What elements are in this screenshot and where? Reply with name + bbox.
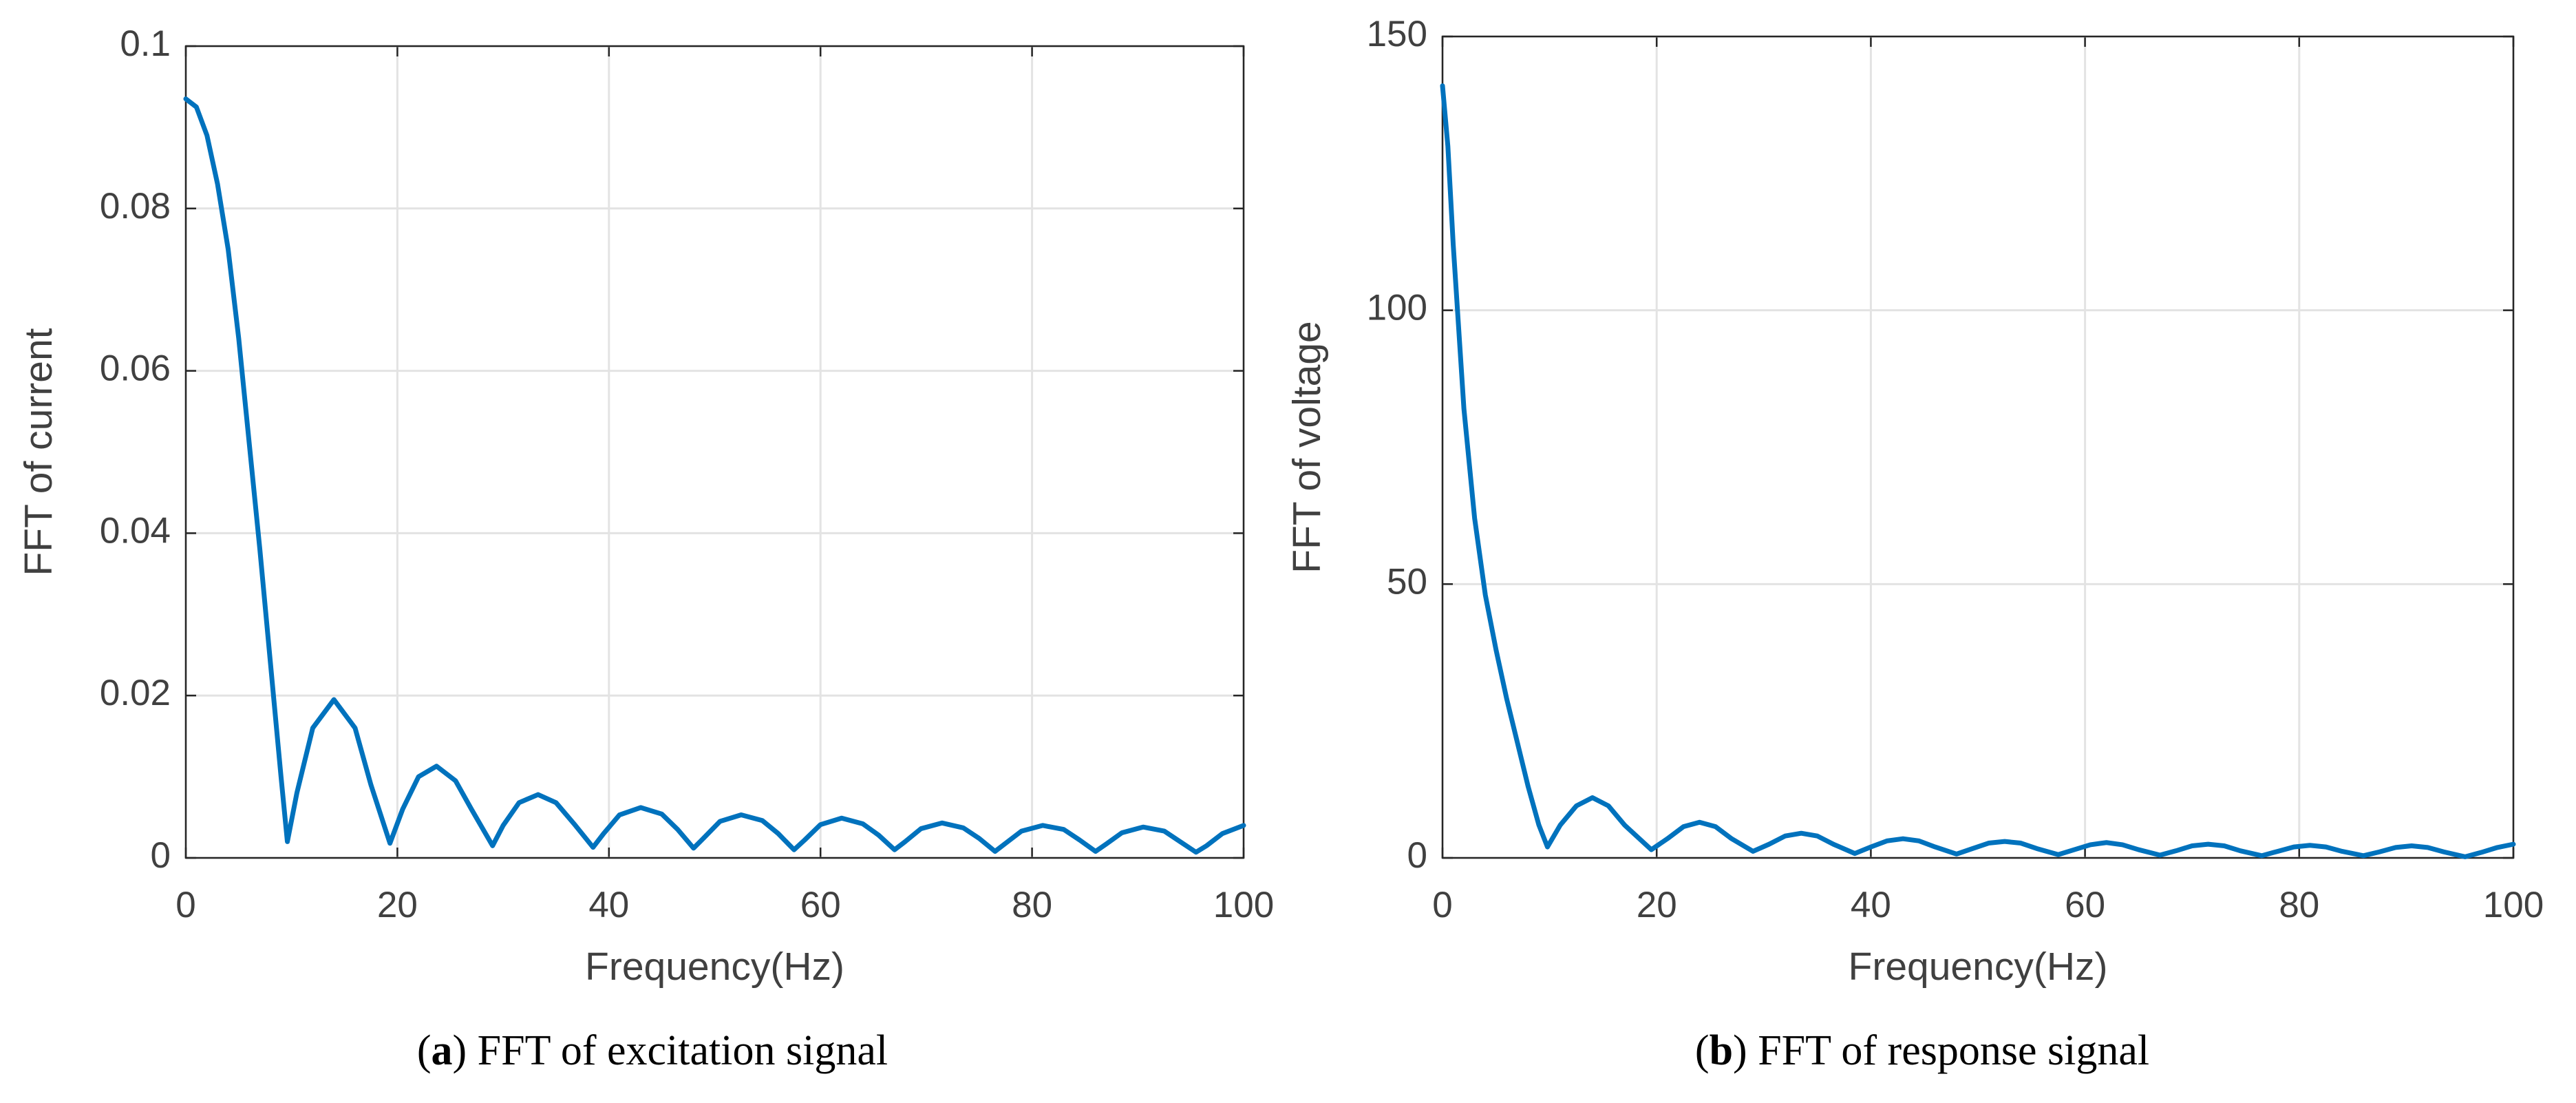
y-tick-label: 150: [1367, 14, 1427, 54]
x-tick-label: 40: [588, 885, 629, 925]
caption-part: a: [432, 1027, 453, 1074]
y-tick-label: 0.02: [100, 673, 171, 713]
plot-frame: [1441, 35, 2515, 859]
caption-part: ) FFT of response signal: [1733, 1027, 2149, 1074]
x-tick-label: 40: [1851, 885, 1891, 925]
caption-part: (: [1695, 1027, 1710, 1074]
caption: (a) FFT of excitation signal: [417, 1027, 888, 1074]
x-tick-label: 60: [800, 885, 841, 925]
y-tick-label: 0.08: [100, 186, 171, 227]
x-axis-label: Frequency(Hz): [585, 945, 844, 989]
caption-part: b: [1710, 1027, 1733, 1074]
caption: (b) FFT of response signal: [1695, 1027, 2149, 1074]
y-tick-label: 0.04: [100, 510, 171, 551]
y-tick-label: 0: [1407, 835, 1427, 876]
caption-part: (: [417, 1027, 432, 1074]
y-axis-label: FFT of voltage: [1285, 321, 1329, 573]
x-tick-label: 0: [1432, 885, 1452, 925]
x-axis-label: Frequency(Hz): [1849, 945, 2108, 989]
x-tick-label: 0: [175, 885, 195, 925]
x-tick-label: 20: [1637, 885, 1677, 925]
y-tick-label: 0.06: [100, 348, 171, 389]
y-tick-label: 100: [1367, 288, 1427, 328]
x-tick-label: 80: [1012, 885, 1052, 925]
x-tick-label: 60: [2065, 885, 2105, 925]
x-tick-label: 100: [2483, 885, 2544, 925]
data-line: [183, 96, 1246, 855]
y-tick-label: 0: [151, 835, 171, 876]
plot-area: [186, 46, 1244, 858]
data-line: [1440, 83, 2516, 859]
caption-part: ) FFT of excitation signal: [453, 1027, 888, 1074]
y-tick-label: 0.1: [120, 23, 171, 64]
x-tick-label: 20: [377, 885, 418, 925]
plot-area: [1443, 36, 2513, 858]
y-axis-label: FFT of current: [17, 328, 61, 576]
y-tick-label: 50: [1387, 561, 1427, 602]
x-tick-label: 80: [2279, 885, 2319, 925]
x-tick-label: 100: [1213, 885, 1274, 925]
plot-frame: [184, 45, 1245, 859]
